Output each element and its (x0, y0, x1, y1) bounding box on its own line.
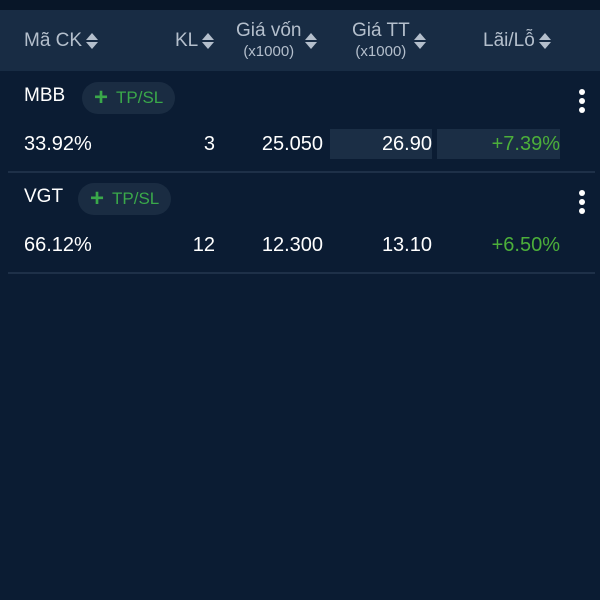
column-label: KL (175, 30, 199, 51)
symbol: MBB (24, 85, 66, 106)
cost-price: 12.300 (261, 234, 323, 256)
quantity: 3 (203, 133, 215, 155)
profit-loss: +7.39% (437, 129, 560, 159)
sort-icon[interactable] (305, 32, 318, 49)
tpsl-label: TP/SL (112, 189, 160, 208)
add-tpsl-button[interactable]: + TP/SL (78, 183, 172, 215)
column-sublabel: (x1000) (355, 42, 407, 60)
profit-loss: +6.50% (491, 234, 560, 256)
column-header-market-price[interactable]: Giá TT (x1000) (352, 10, 426, 71)
sort-icon[interactable] (202, 32, 215, 49)
sort-icon[interactable] (538, 32, 551, 49)
table-row[interactable]: VGT + TP/SL 66.12% 12 12.300 13.10 +6.50% (8, 172, 595, 274)
weight: 66.12% (24, 234, 92, 256)
more-options-icon[interactable] (579, 89, 585, 116)
plus-icon: + (90, 185, 105, 212)
column-label: Giá vốn (236, 19, 302, 41)
sort-icon[interactable] (413, 32, 426, 49)
column-label: Giá TT (352, 19, 410, 41)
top-strip (0, 0, 600, 10)
add-tpsl-button[interactable]: + TP/SL (82, 82, 176, 114)
sort-icon[interactable] (86, 32, 99, 49)
column-header-symbol[interactable]: Mã CK (24, 10, 99, 71)
symbol: VGT (24, 186, 64, 207)
more-options-icon[interactable] (579, 190, 585, 217)
column-sublabel: (x1000) (243, 42, 295, 60)
market-price: 13.10 (381, 234, 432, 256)
column-header-pnl[interactable]: Lãi/Lỗ (483, 10, 551, 71)
column-header-cost-price[interactable]: Giá vốn (x1000) (236, 10, 318, 71)
table-row[interactable]: MBB + TP/SL 33.92% 3 25.050 26.90 +7.39% (8, 71, 595, 173)
weight: 33.92% (24, 133, 92, 155)
table-header: Mã CK KL Giá vốn (x1000) Giá TT (x1000) Lã… (0, 10, 600, 71)
tpsl-label: TP/SL (116, 88, 164, 107)
market-price: 26.90 (330, 129, 432, 159)
column-label: Mã CK (24, 30, 83, 51)
column-label: Lãi/Lỗ (483, 30, 535, 51)
cost-price: 25.050 (261, 133, 323, 155)
quantity: 12 (192, 234, 215, 256)
plus-icon: + (94, 84, 109, 111)
column-header-quantity[interactable]: KL (175, 10, 215, 71)
